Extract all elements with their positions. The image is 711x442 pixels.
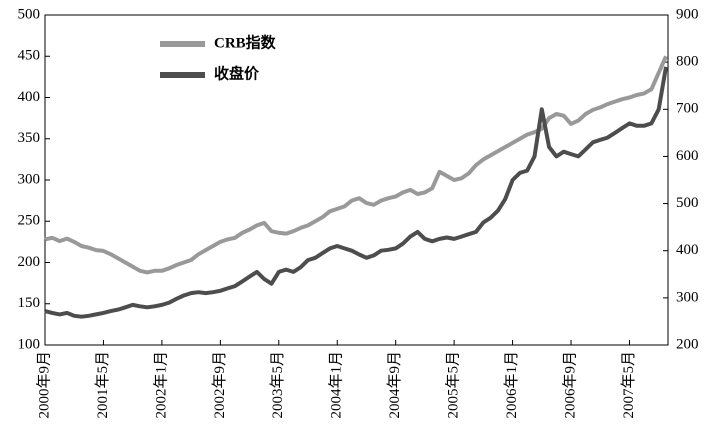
y-tick-label: 350 — [18, 130, 41, 146]
y-tick-label: 150 — [18, 295, 41, 311]
x-tick-label: 2004年9月 — [386, 351, 403, 419]
y2-tick-label: 700 — [676, 101, 699, 117]
x-tick-label: 2006年9月 — [561, 351, 578, 419]
x-tick-label: 2002年1月 — [152, 351, 169, 419]
y-tick-label: 450 — [18, 48, 41, 64]
y2-tick-label: 500 — [676, 195, 699, 211]
x-tick-label: 2007年5月 — [620, 351, 637, 419]
legend-label: CRB指数 — [214, 33, 277, 51]
x-tick-label: 2001年5月 — [94, 351, 111, 419]
y-tick-label: 500 — [18, 6, 41, 22]
y-tick-label: 400 — [18, 89, 41, 105]
y2-tick-label: 200 — [676, 336, 699, 352]
y2-tick-label: 900 — [676, 6, 699, 22]
y-tick-label: 250 — [18, 213, 41, 229]
y-tick-label: 100 — [18, 336, 41, 352]
y2-tick-label: 400 — [676, 242, 699, 258]
x-tick-label: 2005年5月 — [445, 351, 462, 419]
x-tick-label: 2002年9月 — [211, 351, 228, 419]
y-tick-label: 200 — [18, 254, 41, 270]
x-tick-label: 2003年5月 — [269, 351, 286, 419]
plot-frame — [44, 14, 669, 346]
series-line — [44, 66, 668, 319]
x-tick-label: 2000年9月 — [35, 351, 52, 419]
y2-tick-label: 600 — [676, 148, 699, 164]
legend-label: 收盘价 — [214, 64, 260, 82]
y2-tick-label: 300 — [676, 289, 699, 305]
x-tick-label: 2006年1月 — [503, 351, 520, 419]
y-tick-label: 300 — [18, 171, 41, 187]
x-tick-label: 2004年1月 — [328, 351, 345, 419]
y2-tick-label: 800 — [676, 54, 699, 70]
series-line — [44, 55, 668, 275]
